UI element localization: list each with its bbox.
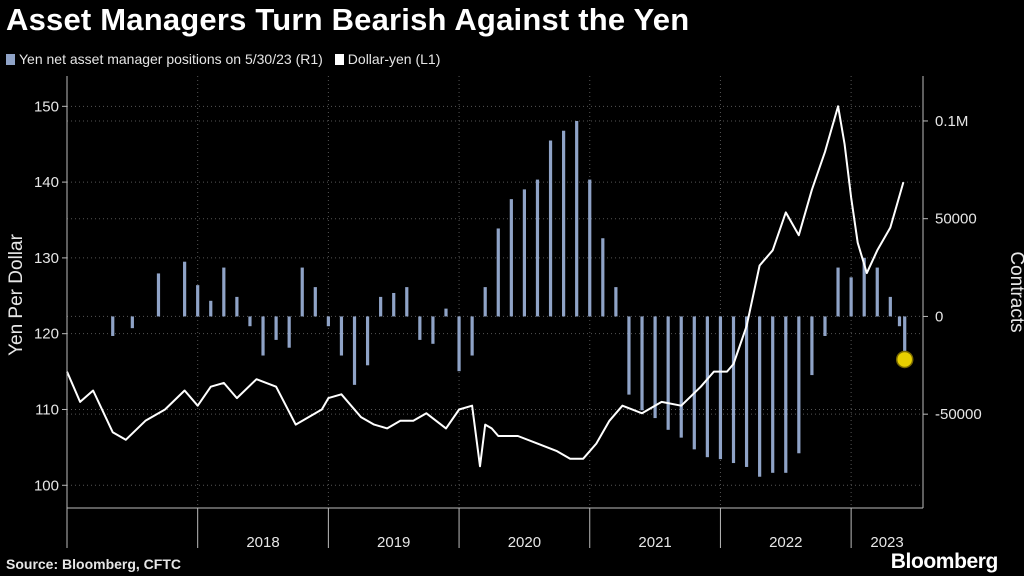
position-bar [588,179,592,317]
position-bar [183,261,187,317]
dollar-yen-line [66,105,905,468]
y-tick-label-left: 150 [34,98,59,115]
position-bar [731,316,736,464]
source-note: Source: Bloomberg, CFTC [6,556,182,572]
position-bar [849,277,853,317]
position-bar [313,287,317,317]
position-bar [797,316,801,454]
y-tick-label-right: 0 [935,308,943,325]
position-bar [601,238,605,317]
position-bar [705,316,709,458]
position-bar [784,316,788,473]
latest-position-marker [895,350,914,369]
position-bar [339,316,344,356]
position-bar [897,316,902,327]
y-tick-label-left: 100 [34,477,59,494]
position-bar [287,316,291,348]
position-bar [548,140,553,317]
x-tick-label: 2020 [508,534,541,551]
position-bar [810,316,814,376]
y-tick-label-left: 130 [34,250,59,267]
legend-swatch-dollar-yen [334,53,344,65]
position-bar [496,228,500,317]
position-bar [196,285,200,317]
y-axis-left-label: Yen Per Dollar [6,233,27,355]
position-bar [679,316,683,438]
position-bar [156,273,161,317]
y-tick-label-right: -50000 [935,406,982,423]
position-bar [744,316,749,467]
chart-title: Asset Managers Turn Bearish Against the … [6,2,690,37]
position-bar [326,316,330,327]
chart-legend: Yen net asset manager positions on 5/30/… [6,51,452,67]
position-bar [627,316,631,395]
position-bar [222,267,226,317]
x-tick-label: 2021 [638,534,671,551]
position-bar [444,308,448,317]
position-bar [875,267,879,317]
position-bar [575,120,579,317]
x-tick-label: 2018 [246,534,279,551]
position-bar [418,316,422,340]
position-bar [235,296,239,317]
legend-swatch-positions [6,53,15,65]
y-tick-label-right: 0.1M [935,113,968,130]
position-bar [562,130,566,317]
position-bar [405,287,409,317]
y-axis-right-label: Contracts [1006,251,1024,332]
position-bar [692,316,696,450]
position-bar [431,316,435,344]
position-bar [365,316,370,366]
position-bar [392,292,396,317]
position-bar [862,257,866,317]
position-bar [836,267,840,317]
position-bar [903,316,907,360]
position-bar [640,316,644,411]
position-bar [614,287,618,317]
bloomberg-logo: Bloomberg [890,550,999,573]
x-tick-label: 2023 [870,534,903,551]
legend-item-positions: Yen net asset manager positions on 5/30/… [6,51,323,67]
position-bar [274,316,278,340]
y-tick-label-left: 110 [35,401,59,418]
position-bar [535,179,540,317]
y-tick-label-right: 50000 [935,211,977,228]
position-bar [888,296,892,317]
position-bar [457,316,461,372]
position-bar [379,296,383,317]
position-bar [111,316,115,336]
position-bar [718,316,723,460]
position-bar [522,189,527,317]
position-bar [261,316,265,356]
position-bar [248,316,252,327]
position-bar [653,316,657,419]
legend-label-positions: Yen net asset manager positions on 5/30/… [19,51,323,67]
y-tick-label-left: 120 [34,326,59,343]
position-bar [758,316,762,477]
y-tick-label-left: 140 [34,174,59,191]
x-tick-label: 2022 [769,534,802,551]
position-bar [352,316,357,385]
position-bar [666,316,670,430]
position-bar [483,287,487,317]
position-bar [130,316,134,329]
position-bar [771,316,775,473]
legend-label-dollar-yen: Dollar-yen (L1) [347,51,441,67]
position-bar [509,199,513,317]
position-bar [823,316,827,336]
position-bar [300,267,304,317]
position-bar [470,316,474,356]
legend-item-dollar-yen: Dollar-yen (L1) [334,51,441,67]
position-bar [209,300,213,317]
x-tick-label: 2019 [377,534,410,551]
